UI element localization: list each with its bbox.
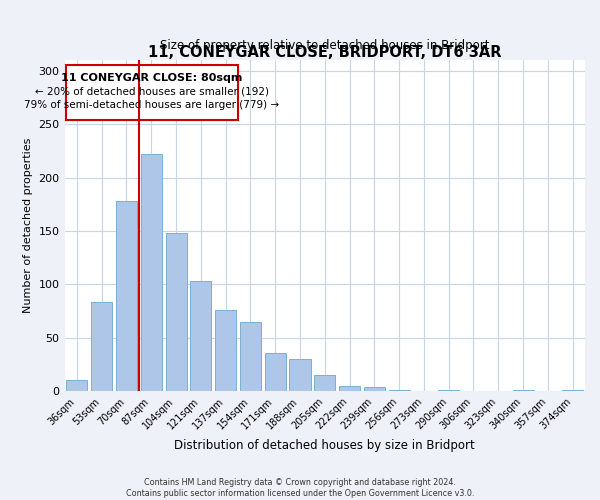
Bar — [339, 386, 360, 392]
Bar — [67, 380, 88, 392]
Text: Contains HM Land Registry data © Crown copyright and database right 2024.
Contai: Contains HM Land Registry data © Crown c… — [126, 478, 474, 498]
X-axis label: Distribution of detached houses by size in Bridport: Distribution of detached houses by size … — [175, 440, 475, 452]
Bar — [314, 376, 335, 392]
Bar — [289, 360, 311, 392]
Bar — [190, 282, 211, 392]
Bar — [364, 387, 385, 392]
Bar — [240, 322, 261, 392]
Text: ← 20% of detached houses are smaller (192): ← 20% of detached houses are smaller (19… — [35, 87, 269, 97]
Bar — [116, 201, 137, 392]
Text: 11 CONEYGAR CLOSE: 80sqm: 11 CONEYGAR CLOSE: 80sqm — [61, 73, 242, 83]
Bar — [215, 310, 236, 392]
Y-axis label: Number of detached properties: Number of detached properties — [23, 138, 33, 314]
Bar — [265, 353, 286, 392]
Bar — [438, 390, 459, 392]
Bar — [166, 233, 187, 392]
Bar — [91, 302, 112, 392]
Text: Size of property relative to detached houses in Bridport: Size of property relative to detached ho… — [160, 39, 490, 52]
Bar — [562, 390, 583, 392]
FancyBboxPatch shape — [66, 66, 238, 120]
Bar — [512, 390, 533, 392]
Bar — [141, 154, 162, 392]
Bar — [389, 390, 410, 392]
Title: 11, CONEYGAR CLOSE, BRIDPORT, DT6 3AR: 11, CONEYGAR CLOSE, BRIDPORT, DT6 3AR — [148, 45, 502, 60]
Text: 79% of semi-detached houses are larger (779) →: 79% of semi-detached houses are larger (… — [25, 100, 280, 110]
